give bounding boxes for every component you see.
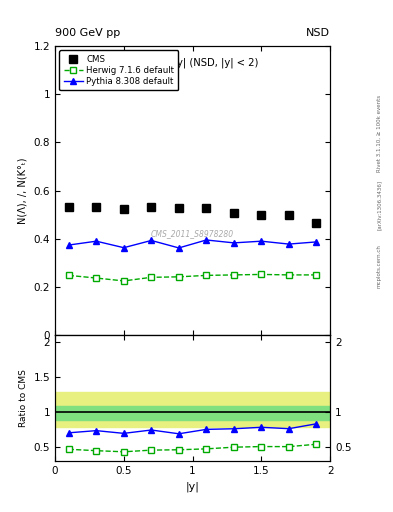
Text: NSD: NSD [306,28,330,38]
Line: Pythia 8.308 default: Pythia 8.308 default [66,237,320,251]
Pythia 8.308 default [121,245,126,251]
CMS [149,204,154,210]
Legend: CMS, Herwig 7.1.6 default, Pythia 8.308 default: CMS, Herwig 7.1.6 default, Pythia 8.308 … [59,50,178,90]
Text: [arXiv:1306.3436]: [arXiv:1306.3436] [377,180,382,230]
CMS [121,206,126,212]
CMS [259,211,264,218]
Pythia 8.308 default [231,240,236,246]
Herwig 7.1.6 default [204,272,209,279]
Text: CMS_2011_S8978280: CMS_2011_S8978280 [151,229,234,239]
Text: Rivet 3.1.10, ≥ 100k events: Rivet 3.1.10, ≥ 100k events [377,95,382,172]
Text: mcplots.cern.ch: mcplots.cern.ch [377,244,382,288]
CMS [176,205,181,211]
Herwig 7.1.6 default [286,272,291,278]
Line: Herwig 7.1.6 default: Herwig 7.1.6 default [66,271,320,284]
Herwig 7.1.6 default [231,272,236,278]
CMS [286,212,291,219]
CMS [94,204,99,210]
Herwig 7.1.6 default [259,271,264,278]
Herwig 7.1.6 default [121,278,126,284]
Pythia 8.308 default [94,238,99,244]
Pythia 8.308 default [314,239,319,245]
Text: Λ/K0S vs |y| (NSD, |y| < 2): Λ/K0S vs |y| (NSD, |y| < 2) [127,58,258,68]
Herwig 7.1.6 default [66,272,71,279]
Text: 900 GeV pp: 900 GeV pp [55,28,120,38]
Pythia 8.308 default [286,241,291,247]
Herwig 7.1.6 default [149,274,154,281]
Y-axis label: Ratio to CMS: Ratio to CMS [19,369,28,427]
Bar [55,407,330,420]
Herwig 7.1.6 default [94,275,99,281]
Herwig 7.1.6 default [314,272,319,278]
Y-axis label: N(Λ), /, N(K°ₜ): N(Λ), /, N(K°ₜ) [18,157,28,224]
CMS [314,220,319,226]
Pythia 8.308 default [259,238,264,244]
Bar [55,392,330,428]
Pythia 8.308 default [149,238,154,244]
CMS [66,203,71,209]
Pythia 8.308 default [204,237,209,243]
Pythia 8.308 default [66,242,71,248]
X-axis label: |y|: |y| [185,481,200,492]
Pythia 8.308 default [176,245,181,251]
Herwig 7.1.6 default [176,274,181,280]
Line: CMS: CMS [65,203,320,227]
CMS [204,205,209,211]
CMS [231,210,236,217]
